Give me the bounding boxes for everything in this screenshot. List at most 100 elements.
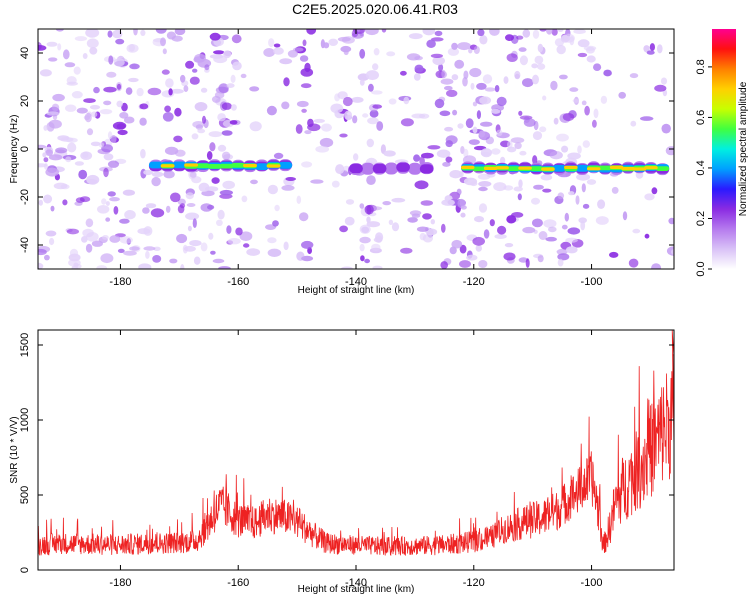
noise-blob	[103, 86, 117, 93]
noise-blob	[140, 148, 146, 159]
noise-blob	[522, 78, 534, 88]
colorbar-label: Normalized spectral amplitude	[738, 81, 749, 216]
signal-band	[564, 165, 578, 169]
noise-blob	[313, 118, 325, 123]
noise-blob	[65, 156, 72, 163]
noise-blob	[48, 57, 58, 62]
noise-blob	[457, 123, 464, 129]
noise-blob	[268, 38, 275, 48]
noise-blob	[202, 115, 206, 124]
noise-blob	[474, 216, 484, 223]
spectrogram-xlabel: Height of straight line (km)	[298, 285, 415, 296]
noise-blob	[557, 192, 565, 200]
noise-blob	[478, 203, 488, 213]
noise-blob	[532, 218, 543, 228]
noise-blob	[81, 236, 88, 243]
noise-blob	[192, 218, 197, 229]
noise-blob	[556, 44, 566, 55]
noise-blob	[230, 104, 237, 111]
noise-blob	[576, 173, 591, 181]
noise-blob	[422, 213, 432, 220]
y-tick-label: 20	[19, 95, 31, 107]
noise-blob	[341, 266, 353, 269]
noise-blob	[222, 180, 235, 190]
noise-blob	[285, 177, 297, 181]
noise-blob	[301, 108, 307, 113]
noise-blob	[71, 265, 79, 269]
noise-blob	[194, 53, 207, 63]
noise-blob	[152, 255, 162, 263]
noise-blob	[364, 204, 374, 215]
noise-blob	[646, 50, 655, 55]
signal-band	[495, 166, 509, 170]
noise-blob	[102, 235, 109, 240]
noise-blob	[632, 228, 641, 234]
noise-blob	[185, 60, 195, 69]
noise-blob	[116, 100, 123, 108]
noise-blob	[561, 145, 569, 153]
noise-blob	[593, 108, 599, 119]
noise-blob	[532, 155, 538, 165]
noise-blob	[39, 69, 52, 77]
noise-blob	[105, 201, 110, 206]
noise-blob	[463, 70, 469, 80]
signal-band	[408, 162, 422, 175]
noise-blob	[67, 142, 77, 153]
signal-band	[196, 163, 210, 169]
noise-blob	[206, 151, 213, 160]
noise-blob	[200, 203, 213, 212]
noise-blob	[125, 87, 133, 95]
noise-blob	[479, 35, 488, 45]
noise-blob	[89, 105, 101, 110]
noise-blob	[581, 183, 586, 193]
noise-blob	[85, 243, 93, 253]
signal-band	[360, 162, 375, 175]
noise-blob	[98, 142, 105, 148]
noise-blob	[162, 48, 167, 55]
x-tick-label: -180	[109, 577, 131, 589]
noise-blob	[185, 192, 194, 200]
spectrogram-ylabel: Frequency (Hz)	[9, 115, 20, 184]
noise-blob	[66, 137, 78, 143]
signal-band	[419, 164, 434, 174]
noise-blob	[165, 205, 171, 213]
noise-blob	[200, 242, 208, 252]
noise-blob	[296, 195, 302, 204]
noise-blob	[545, 29, 553, 35]
signal-band	[587, 167, 601, 171]
noise-blob	[267, 237, 277, 244]
noise-blob	[609, 251, 619, 258]
noise-blob	[441, 69, 446, 79]
y-tick-label: 40	[19, 47, 31, 59]
snr-xlabel: Height of straight line (km)	[298, 584, 415, 595]
noise-blob	[334, 93, 340, 102]
noise-blob	[366, 221, 381, 228]
signal-band	[506, 166, 521, 171]
noise-blob	[454, 59, 465, 69]
noise-blob	[582, 140, 590, 148]
noise-blob	[367, 117, 379, 125]
noise-blob	[57, 43, 62, 51]
signal-band	[461, 165, 475, 169]
noise-blob	[337, 91, 348, 100]
noise-blob	[110, 135, 117, 143]
noise-blob	[192, 68, 198, 73]
noise-blob	[147, 87, 162, 96]
noise-blob	[299, 55, 309, 62]
noise-blob	[300, 68, 314, 77]
noise-blob	[671, 249, 674, 255]
x-tick-label: -160	[227, 276, 249, 288]
noise-blob	[472, 236, 486, 246]
noise-blob	[321, 123, 332, 132]
noise-blob	[46, 41, 58, 47]
noise-blob	[155, 29, 167, 34]
noise-blob	[503, 252, 516, 261]
noise-blob	[575, 195, 580, 205]
noise-blob	[84, 112, 92, 123]
noise-blob	[38, 262, 44, 269]
noise-blob	[531, 63, 538, 69]
signal-band	[184, 163, 198, 167]
noise-blob	[365, 29, 379, 36]
signal-band	[254, 163, 269, 170]
noise-blob	[442, 161, 451, 167]
